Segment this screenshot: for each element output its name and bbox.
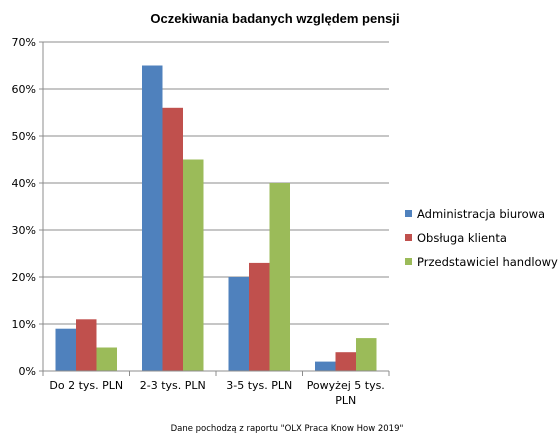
legend: Administracja biurowa Obsługa klienta Prze… <box>405 207 558 269</box>
axes <box>39 41 390 376</box>
gridlines <box>43 41 389 372</box>
bar <box>356 338 377 371</box>
legend-label: Obsługa klienta <box>417 231 507 245</box>
bar <box>162 107 183 372</box>
bar <box>55 328 76 371</box>
y-tick-label: 40% <box>12 177 36 190</box>
bar <box>96 347 117 371</box>
x-category-label: Powyżej 5 tys. <box>307 379 385 392</box>
x-category-label: PLN <box>335 394 356 407</box>
legend-label: Przedstawiciel handlowy <box>417 255 558 269</box>
y-tick-label: 60% <box>12 83 36 96</box>
y-axis-tick-labels: 0% 10% 20% 30% 40% 50% 60% 70% <box>12 36 36 378</box>
y-tick-label: 70% <box>12 36 36 49</box>
bar <box>249 262 270 371</box>
legend-swatch <box>405 234 412 241</box>
legend-swatch <box>405 258 412 265</box>
bar <box>335 352 356 371</box>
y-tick-label: 10% <box>12 318 36 331</box>
y-tick-label: 20% <box>12 271 36 284</box>
bars <box>55 65 377 372</box>
x-category-label: Do 2 tys. PLN <box>49 379 123 392</box>
x-category-label: 2-3 tys. PLN <box>140 379 206 392</box>
x-axis-category-labels: Do 2 tys. PLN 2-3 tys. PLN 3-5 tys. PLN Pow… <box>49 379 384 407</box>
bar <box>315 361 336 371</box>
bar <box>142 65 163 371</box>
bar <box>183 159 204 371</box>
legend-label: Administracja biurowa <box>417 207 545 221</box>
source-note: Dane pochodzą z raportu "OLX Praca Know … <box>171 424 404 434</box>
legend-swatch <box>405 210 412 217</box>
bar <box>269 183 290 371</box>
y-tick-label: 0% <box>19 365 36 378</box>
y-tick-label: 30% <box>12 224 36 237</box>
bar <box>228 277 249 371</box>
x-category-label: 3-5 tys. PLN <box>226 379 292 392</box>
bar <box>76 319 97 371</box>
chart-title: Oczekiwania badanych względem pensji <box>150 11 399 26</box>
y-tick-label: 50% <box>12 130 36 143</box>
